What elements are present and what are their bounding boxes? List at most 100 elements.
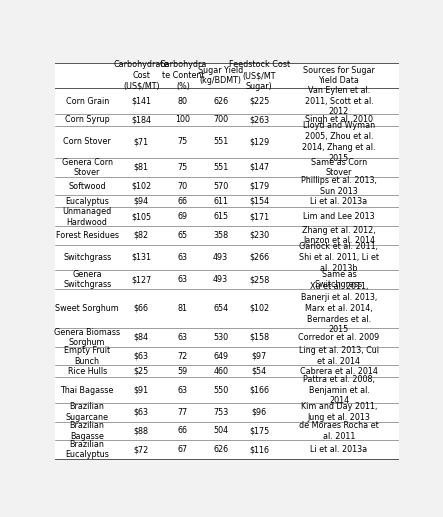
Text: Genera Biomass
Sorghum: Genera Biomass Sorghum [54, 327, 120, 347]
Text: 77: 77 [178, 408, 188, 417]
Text: $97: $97 [252, 352, 267, 360]
Text: 654: 654 [213, 304, 228, 313]
Text: Garlock et al. 2011,
Shi et al. 2011, Li et
al. 2013b: Garlock et al. 2011, Shi et al. 2011, Li… [299, 242, 379, 273]
Text: 59: 59 [178, 367, 188, 376]
Text: Sugar Yield
(kg/BDMT): Sugar Yield (kg/BDMT) [198, 66, 243, 85]
Text: Softwood: Softwood [68, 181, 106, 191]
Text: Forest Residues: Forest Residues [56, 231, 119, 240]
Text: $72: $72 [134, 445, 149, 454]
Text: Kim and Day 2011,
Jung et al. 2013: Kim and Day 2011, Jung et al. 2013 [301, 402, 377, 422]
Text: $158: $158 [249, 333, 269, 342]
Text: Genera Corn
Stover: Genera Corn Stover [62, 158, 113, 177]
Bar [55, 421, 399, 440]
Text: 460: 460 [213, 367, 228, 376]
Bar [55, 63, 399, 88]
Text: $171: $171 [249, 212, 269, 221]
Text: 69: 69 [178, 212, 188, 221]
Text: 358: 358 [213, 231, 228, 240]
Bar [55, 226, 399, 245]
Text: $131: $131 [131, 253, 151, 262]
Text: $258: $258 [249, 275, 269, 284]
Text: $94: $94 [134, 197, 149, 206]
Text: 75: 75 [178, 138, 188, 146]
Text: 65: 65 [178, 231, 188, 240]
Text: $230: $230 [249, 231, 269, 240]
Text: $91: $91 [134, 386, 149, 394]
Text: 66: 66 [178, 197, 188, 206]
Text: $102: $102 [131, 181, 151, 191]
Text: 700: 700 [213, 115, 228, 124]
Text: $263: $263 [249, 115, 269, 124]
Text: Rice Hulls: Rice Hulls [67, 367, 107, 376]
Text: $175: $175 [249, 427, 269, 435]
Text: $66: $66 [134, 304, 149, 313]
Text: 551: 551 [213, 138, 228, 146]
Text: $147: $147 [249, 163, 269, 172]
Text: Corn Syrup: Corn Syrup [65, 115, 109, 124]
Text: $102: $102 [249, 304, 269, 313]
Text: Carbohydrate
Cost
(US$/MT): Carbohydrate Cost (US$/MT) [113, 60, 169, 91]
Text: Sweet Sorghum: Sweet Sorghum [55, 304, 119, 313]
Text: Empty Fruit
Bunch: Empty Fruit Bunch [64, 346, 110, 366]
Text: $116: $116 [249, 445, 269, 454]
Text: Lloyd and Wyman
2005, Zhou et al.
2014, Zhang et al.
2015: Lloyd and Wyman 2005, Zhou et al. 2014, … [302, 121, 376, 162]
Text: Eucalyptus: Eucalyptus [65, 197, 109, 206]
Bar [55, 195, 399, 207]
Bar [55, 328, 399, 347]
Text: Carbohydra
te Content
(%): Carbohydra te Content (%) [159, 60, 206, 91]
Text: 504: 504 [213, 427, 228, 435]
Bar [55, 114, 399, 126]
Text: $63: $63 [134, 408, 149, 417]
Text: 66: 66 [178, 427, 188, 435]
Text: Corn Grain: Corn Grain [66, 97, 109, 105]
Text: Thai Bagasse: Thai Bagasse [60, 386, 114, 394]
Text: $81: $81 [134, 163, 149, 172]
Text: Lim and Lee 2013: Lim and Lee 2013 [303, 212, 375, 221]
Text: $129: $129 [249, 138, 269, 146]
Text: 63: 63 [178, 253, 188, 262]
Text: 75: 75 [178, 163, 188, 172]
Bar [55, 403, 399, 421]
Text: 81: 81 [178, 304, 188, 313]
Text: Ling et al. 2013, Cui
et al. 2014: Ling et al. 2013, Cui et al. 2014 [299, 346, 379, 366]
Text: 626: 626 [213, 445, 228, 454]
Text: 530: 530 [213, 333, 228, 342]
Text: 550: 550 [213, 386, 228, 394]
Text: 63: 63 [178, 386, 188, 394]
Text: de Moraes Rocha et
al. 2011: de Moraes Rocha et al. 2011 [299, 421, 379, 441]
Text: 63: 63 [178, 333, 188, 342]
Text: Same as
Switchgrass: Same as Switchgrass [315, 270, 363, 290]
Text: $96: $96 [252, 408, 267, 417]
Text: 80: 80 [178, 97, 188, 105]
Text: Same as Corn
Stover: Same as Corn Stover [311, 158, 367, 177]
Text: Pattra et al. 2008,
Benjamin et al.
2014: Pattra et al. 2008, Benjamin et al. 2014 [303, 375, 375, 405]
Text: $166: $166 [249, 386, 269, 394]
Text: Corn Stover: Corn Stover [63, 138, 111, 146]
Bar [55, 347, 399, 366]
Bar [55, 270, 399, 289]
Bar [55, 158, 399, 177]
Text: 626: 626 [213, 97, 228, 105]
Text: 615: 615 [213, 212, 228, 221]
Text: $54: $54 [252, 367, 267, 376]
Text: Switchgrass: Switchgrass [63, 253, 111, 262]
Bar [55, 289, 399, 328]
Text: Li et al. 2013a: Li et al. 2013a [311, 197, 368, 206]
Text: $184: $184 [131, 115, 151, 124]
Bar [55, 440, 399, 459]
Text: $71: $71 [134, 138, 149, 146]
Text: $84: $84 [134, 333, 149, 342]
Text: Sources for Sugar
Yield Data: Sources for Sugar Yield Data [303, 66, 375, 85]
Text: 67: 67 [178, 445, 188, 454]
Text: Zhang et al. 2012,
Janzon et al. 2014: Zhang et al. 2012, Janzon et al. 2014 [302, 225, 376, 245]
Text: Brazilian
Bagasse: Brazilian Bagasse [70, 421, 105, 441]
Text: 649: 649 [213, 352, 228, 360]
Text: $63: $63 [134, 352, 149, 360]
Text: 70: 70 [178, 181, 188, 191]
Text: Cabrera et al. 2014: Cabrera et al. 2014 [300, 367, 378, 376]
Bar [55, 207, 399, 226]
Text: $179: $179 [249, 181, 269, 191]
Bar [55, 366, 399, 377]
Text: 493: 493 [213, 275, 228, 284]
Bar [55, 88, 399, 114]
